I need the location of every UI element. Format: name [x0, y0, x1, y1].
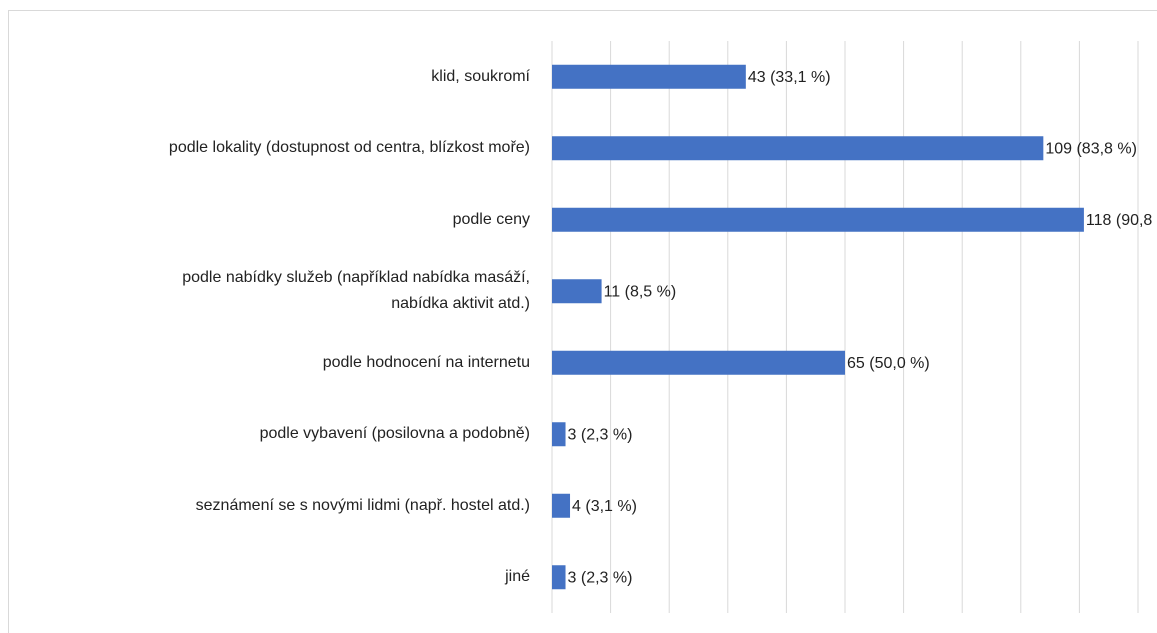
bar	[552, 207, 1084, 232]
y-tick-label: klid, soukromí	[431, 67, 530, 85]
y-tick-label: podle lokality (dostupnost od centra, bl…	[168, 139, 530, 157]
data-label: 118 (90,8 %)	[1086, 212, 1157, 229]
bar	[552, 136, 1044, 161]
bar	[552, 565, 566, 590]
data-label: 3 (2,3 %)	[568, 426, 633, 443]
y-tick-label: podle nabídky služeb (například nabídka …	[182, 269, 530, 313]
data-label: 65 (50,0 %)	[847, 355, 930, 372]
bar	[552, 64, 746, 89]
bar	[552, 422, 566, 447]
data-label: 3 (2,3 %)	[568, 569, 633, 586]
data-label: 109 (83,8 %)	[1045, 140, 1137, 157]
y-tick-label: podle ceny	[452, 210, 530, 228]
data-label: 4 (3,1 %)	[572, 498, 637, 515]
chart-frame	[8, 10, 1157, 633]
y-tick-label: seznámení se s novými lidmi (např. hoste…	[195, 496, 530, 514]
data-label: 43 (33,1 %)	[748, 69, 831, 86]
y-tick-label: podle vybavení (posilovna a podobně)	[259, 425, 530, 443]
y-tick-label: jiné	[505, 568, 530, 586]
data-label: 11 (8,5 %)	[604, 283, 677, 300]
bar	[552, 493, 571, 518]
bar	[552, 350, 845, 375]
bar	[552, 279, 602, 304]
y-tick-label: podle hodnocení na internetu	[322, 353, 530, 371]
